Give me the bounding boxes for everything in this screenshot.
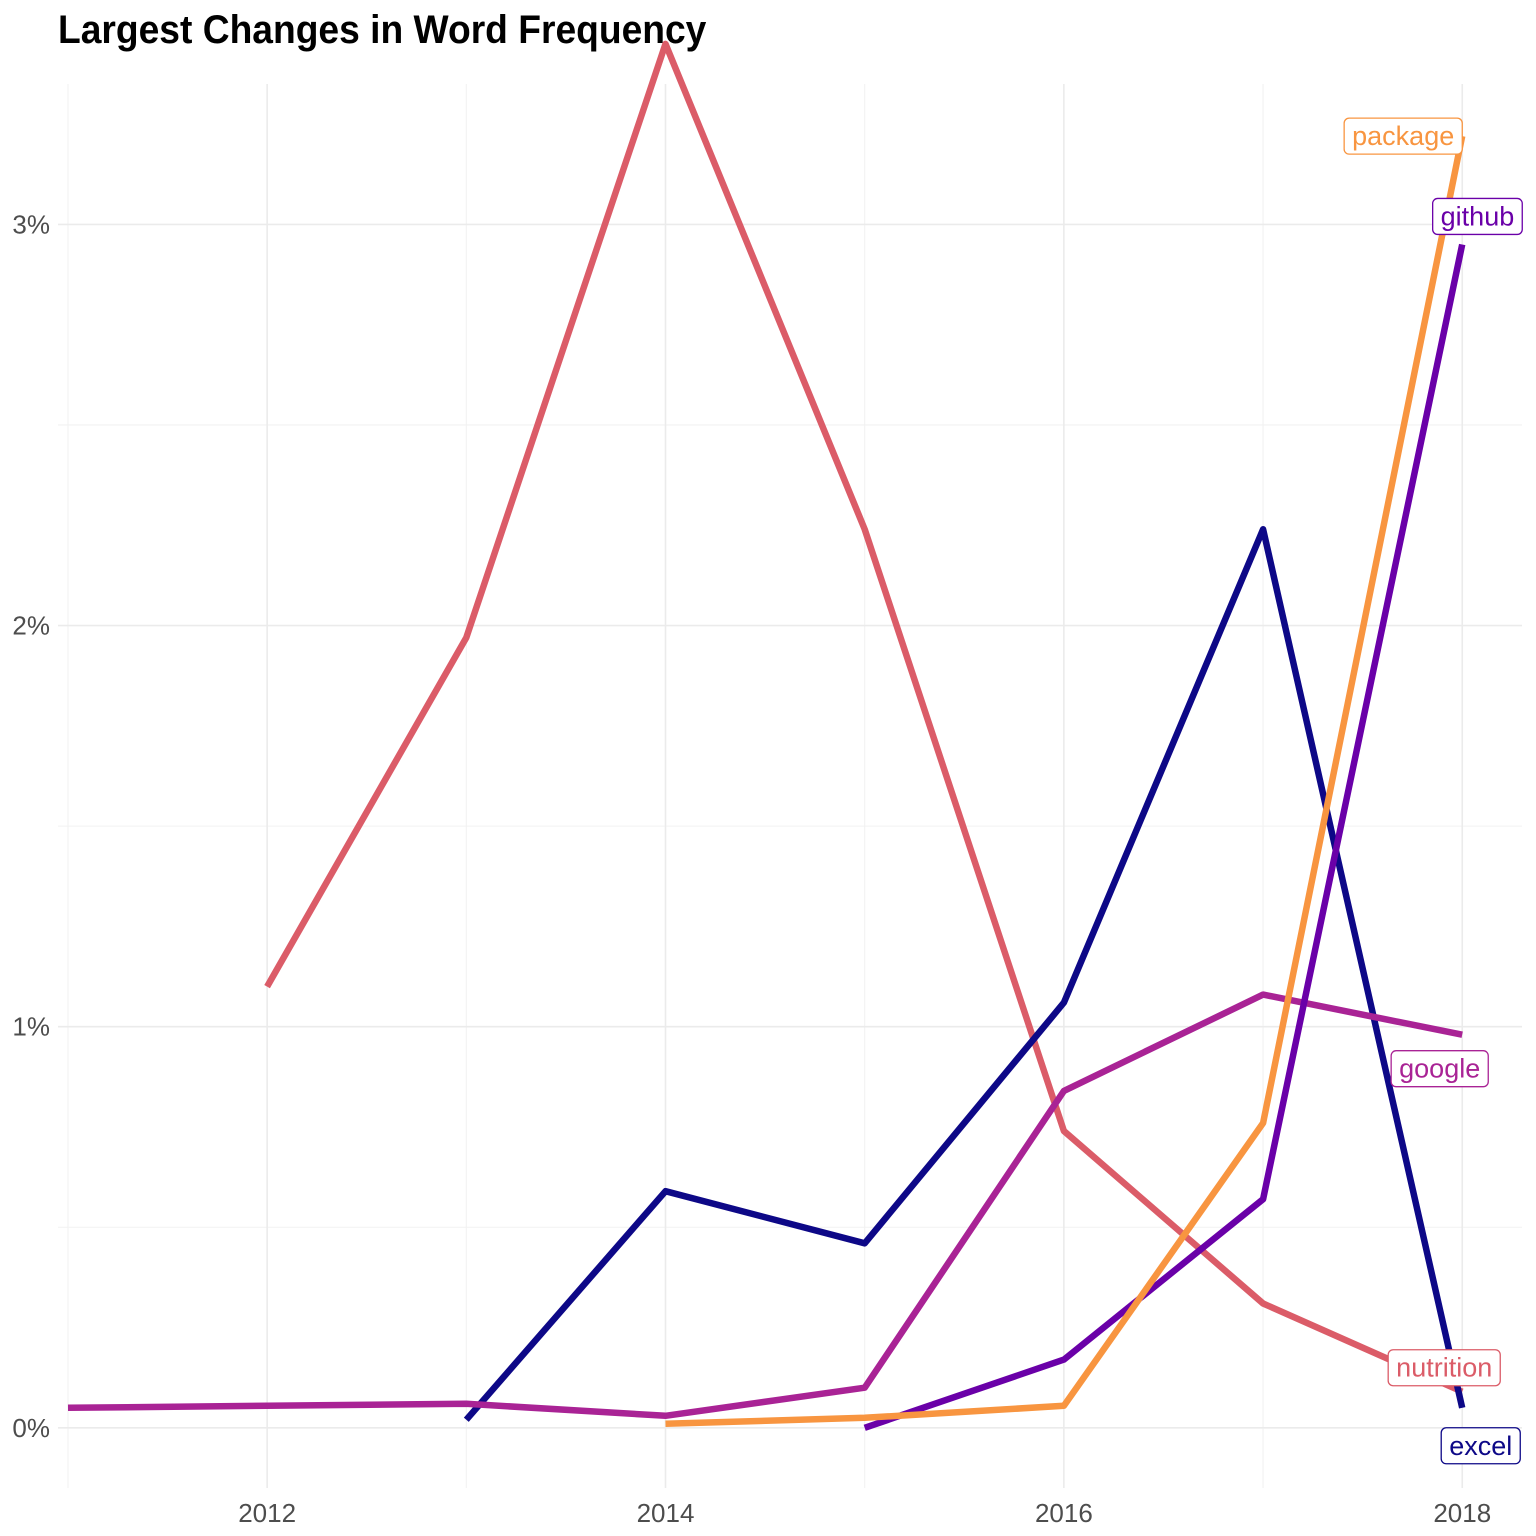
series-label-nutrition: nutrition: [1387, 1349, 1501, 1387]
series-lines: [67, 40, 1466, 1431]
series-label-box: [1440, 1427, 1521, 1465]
y-tick-label: 2%: [12, 611, 50, 641]
series-label-text: package: [1352, 121, 1454, 151]
chart-title: Largest Changes in Word Frequency: [58, 8, 707, 52]
series-label-text: github: [1441, 201, 1515, 231]
x-tick-label: 2012: [238, 1498, 296, 1528]
series-label-text: nutrition: [1396, 1353, 1492, 1383]
x-tick-label: 2016: [1035, 1498, 1093, 1528]
series-line-package: [665, 135, 1466, 1428]
series-line-google: [67, 991, 1463, 1420]
y-tick-label: 0%: [12, 1413, 50, 1443]
series-label-box: [1390, 1050, 1489, 1088]
series-line-nutrition: [264, 40, 1464, 1395]
series-label-box: [1343, 117, 1463, 155]
series-label-text: excel: [1449, 1431, 1512, 1461]
major-gridlines: [58, 84, 1522, 1488]
x-tick-label: 2018: [1433, 1498, 1491, 1528]
x-tick-label: 2014: [637, 1498, 695, 1528]
y-tick-label: 3%: [12, 209, 50, 239]
x-axis-tick-labels: 2012 2014 2016 2018: [238, 1498, 1491, 1528]
series-label-text: google: [1399, 1054, 1480, 1084]
series-label-package: package: [1343, 117, 1463, 155]
minor-gridlines: [58, 84, 1522, 1488]
series-line-github: [863, 243, 1466, 1431]
series-label-excel: excel: [1440, 1427, 1521, 1465]
series-label-github: github: [1432, 197, 1523, 236]
series-label-box: [1387, 1349, 1501, 1387]
series-end-labels: nutrition excel google github package: [1343, 117, 1523, 1465]
series-label-google: google: [1390, 1050, 1489, 1088]
series-line-excel: [463, 526, 1466, 1422]
series-label-box: [1432, 197, 1523, 236]
y-tick-label: 1%: [12, 1012, 50, 1042]
y-axis-tick-labels: 0% 1% 2% 3%: [12, 209, 50, 1442]
